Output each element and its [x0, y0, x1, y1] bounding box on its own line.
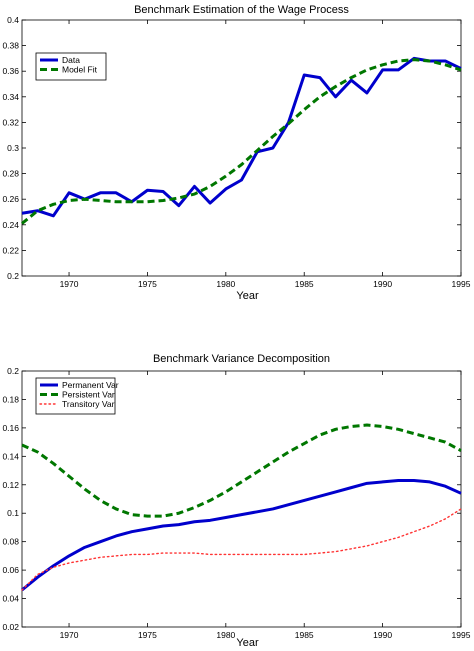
- y-tick-label: 0.1: [7, 508, 19, 518]
- x-tick-label: 1990: [373, 279, 392, 289]
- x-tick-label: 1985: [295, 630, 314, 640]
- y-tick-label: 0.2: [7, 271, 19, 281]
- x-tick-label: 1980: [216, 630, 235, 640]
- y-tick-label: 0.16: [2, 423, 19, 433]
- chart-title: Benchmark Variance Decomposition: [153, 353, 330, 365]
- x-tick-label: 1985: [295, 279, 314, 289]
- series-line-transitory-var: [21, 508, 462, 591]
- y-tick-label: 0.32: [2, 117, 19, 127]
- y-tick-label: 0.06: [2, 565, 19, 575]
- y-tick-label: 0.04: [2, 594, 19, 604]
- series-line-persistent-var: [21, 423, 462, 518]
- x-axis-label: Year: [236, 637, 259, 649]
- x-tick-label: 1990: [373, 630, 392, 640]
- x-tick-label: 1970: [60, 630, 79, 640]
- x-tick-label: 1975: [138, 630, 157, 640]
- chart-panel-1: Benchmark Estimation of the Wage Process…: [2, 4, 470, 302]
- series-line-model-fit: [21, 58, 462, 225]
- x-tick-label: 1975: [138, 279, 157, 289]
- y-tick-label: 0.12: [2, 480, 19, 490]
- series-line-data: [21, 56, 462, 218]
- x-tick-label: 1995: [452, 630, 471, 640]
- y-tick-label: 0.08: [2, 537, 19, 547]
- chart-panel-2: Benchmark Variance Decomposition 0.02 0.04…: [2, 353, 470, 649]
- legend-box: [35, 52, 107, 81]
- y-tick-label: 0.34: [2, 92, 19, 102]
- x-tick-label: 1995: [452, 279, 471, 289]
- y-tick-label: 0.36: [2, 66, 19, 76]
- y-tick-label: 0.22: [2, 245, 19, 255]
- y-tick-label: 0.4: [7, 15, 19, 25]
- y-tick-label: 0.26: [2, 194, 19, 204]
- y-tick-label: 0.2: [7, 366, 19, 376]
- y-tick-label: 0.18: [2, 394, 19, 404]
- y-tick-label: 0.14: [2, 451, 19, 461]
- x-tick-label: 1980: [216, 279, 235, 289]
- y-tick-label: 0.28: [2, 169, 19, 179]
- y-tick-label: 0.02: [2, 622, 19, 632]
- chart-title: Benchmark Estimation of the Wage Process: [134, 4, 349, 16]
- legend-label: Model Fit: [62, 65, 98, 75]
- x-axis-label: Year: [236, 290, 259, 302]
- legend-label: Transitory Var: [62, 399, 115, 409]
- y-tick-label: 0.38: [2, 41, 19, 51]
- legend-label: Permanent Var: [62, 380, 119, 390]
- x-tick-label: 1970: [60, 279, 79, 289]
- y-tick-label: 0.3: [7, 143, 19, 153]
- series-line-permanent-var: [21, 479, 462, 592]
- plot-frame: [21, 370, 462, 628]
- legend-label: Persistent Var: [62, 390, 115, 400]
- legend-label: Data: [62, 55, 80, 65]
- y-tick-label: 0.24: [2, 220, 19, 230]
